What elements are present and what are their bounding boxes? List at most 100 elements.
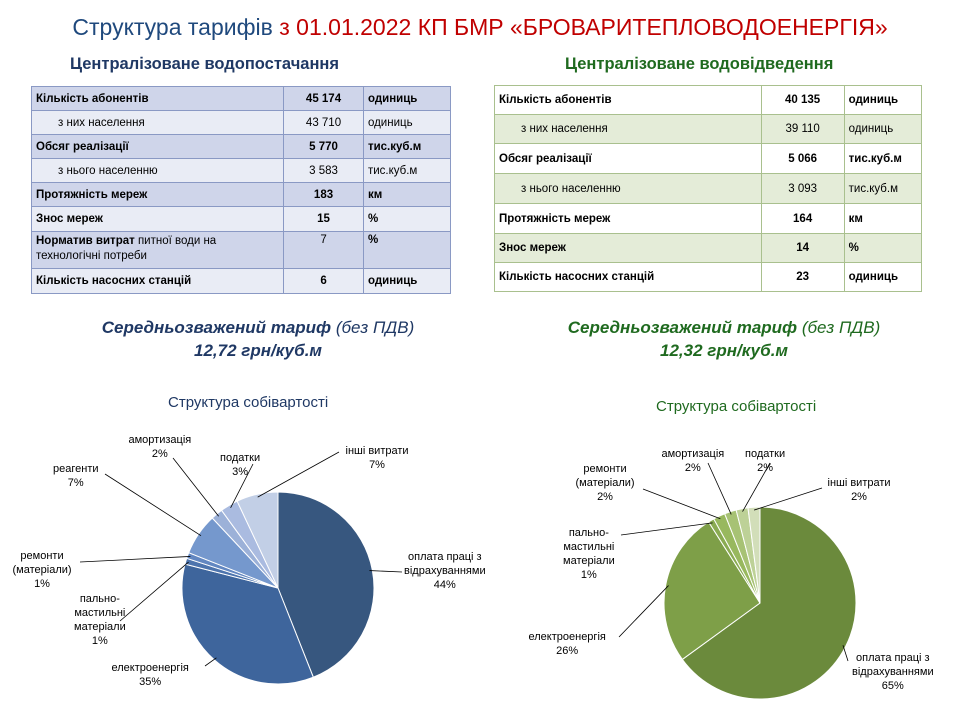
pie-label-text: реагенти <box>53 463 99 475</box>
leader-line <box>707 462 732 515</box>
pie-label-text: амортизація <box>661 448 725 460</box>
norm-label-rest: питної води на технологічні потреби <box>36 235 217 262</box>
table-cell: Кількість абонентів <box>30 86 285 111</box>
table-row: з них населення 39 110 одиниць <box>494 114 923 144</box>
table-cell: Кількість насосних станцій <box>494 262 762 292</box>
pie-label: ремонти (матеріали) 1% <box>13 549 72 591</box>
leader-line <box>204 657 217 667</box>
table-cell: одиниць <box>843 85 923 115</box>
pie-label-text: електроенергія <box>528 631 606 643</box>
table-cell: км <box>843 203 923 234</box>
table-cell: з них населення <box>30 110 285 135</box>
pie-label-percent: 1% <box>91 635 108 647</box>
table-cell: % <box>362 231 452 269</box>
table-cell: одиниць <box>843 262 923 292</box>
table-cell: одиниць <box>362 110 452 135</box>
table-row: Кількість абонентів 45 174 одиниць <box>30 86 452 111</box>
table-row: з нього населенню 3 093 тис.куб.м <box>494 173 923 204</box>
table-cell: 5 066 <box>760 143 845 174</box>
pie-label-percent: 2% <box>757 462 774 474</box>
table-cell: тис.куб.м <box>362 134 452 159</box>
pie-label-text: відрахуваннями <box>852 666 934 678</box>
water-heading: Централізоване водопостачання <box>70 55 340 73</box>
table-row: Знос мереж 14 % <box>494 233 923 263</box>
pie-label-percent: 1% <box>34 578 50 590</box>
table-row: з них населення 43 710 одиниць <box>30 110 452 135</box>
sewer-chart-title: Структура собівартості <box>656 398 817 415</box>
sewer-table: Кількість абонентів 40 135 одиниць з них… <box>494 85 923 292</box>
leader-line <box>742 462 771 512</box>
pie-label-text: матеріали <box>563 555 615 567</box>
water-table: Кількість абонентів 45 174 одиниць з них… <box>30 86 452 294</box>
pie-label: пально-мастильні матеріали 1% <box>74 592 126 648</box>
pie-label-text: мастильні <box>563 541 615 553</box>
table-cell: одиниць <box>362 86 452 111</box>
table-cell: Знос мереж <box>30 206 285 232</box>
table-row: Обсяг реалізації 5 770 тис.куб.м <box>30 134 452 159</box>
table-cell: 3 093 <box>760 173 845 204</box>
sewer-heading: Централізоване водовідведення <box>565 55 834 73</box>
pie-label-text: амортизація <box>128 434 192 446</box>
table-cell: км <box>362 182 452 207</box>
pie-label-text: інші витрати <box>827 477 891 489</box>
pie-label-percent: 35% <box>139 676 162 688</box>
pie-label: ремонти (матеріали) 2% <box>576 462 635 504</box>
pie-label-text: інші витрати <box>345 445 409 457</box>
table-row: Кількість насосних станцій 6 одиниць <box>30 268 452 294</box>
leader-line <box>642 488 721 520</box>
pie-slice <box>181 563 314 685</box>
table-cell: Протяжність мереж <box>30 182 285 207</box>
pie-label-text: матеріали <box>74 621 126 633</box>
pie-slice <box>681 506 857 700</box>
pie-label: амортизація 2% <box>662 447 725 475</box>
pie-label-text: ремонти <box>583 463 627 475</box>
table-cell: з нього населенню <box>494 173 762 204</box>
leader-line <box>842 645 849 662</box>
pie-label-text: оплата праці з <box>408 551 482 563</box>
table-row: Знос мереж 15 % <box>30 206 452 232</box>
pie-label-percent: 2% <box>151 448 168 460</box>
pie-label-percent: 2% <box>851 491 867 503</box>
pie-label-percent: 26% <box>556 645 579 657</box>
pie-label-text: мастильні <box>74 607 126 619</box>
norm-label-bold: Норматив витрат <box>36 235 135 247</box>
table-cell: 7 <box>283 231 364 269</box>
table-row: Обсяг реалізації 5 066 тис.куб.м <box>494 143 923 174</box>
leader-line <box>257 451 340 498</box>
pie-label: оплата праці з відрахуваннями 65% <box>852 651 934 693</box>
table-cell: 6 <box>283 268 364 294</box>
table-cell: 15 <box>283 206 364 232</box>
pie-label: пально-мастильні матеріали 1% <box>563 526 615 582</box>
water-tariff-line1: Середньозважений тариф (без ПДВ) <box>60 316 456 339</box>
pie-label-text: відрахуваннями <box>404 565 486 577</box>
table-cell: з нього населенню <box>30 158 285 183</box>
pie-slice <box>236 491 279 589</box>
pie-label-percent: 2% <box>684 462 701 474</box>
pie-label-percent: 1% <box>580 569 597 581</box>
table-cell: 23 <box>760 262 845 292</box>
table-cell: % <box>843 233 923 263</box>
pie-label-text: податки <box>220 452 261 464</box>
leader-line <box>754 487 823 511</box>
table-cell: одиниць <box>362 268 452 294</box>
leader-line <box>230 463 254 509</box>
pie-label: інші витрати 7% <box>346 444 409 472</box>
leader-line <box>618 585 669 638</box>
pie-label-percent: 7% <box>369 459 385 471</box>
table-cell: 5 770 <box>283 134 364 159</box>
leader-line <box>119 561 189 622</box>
leader-line <box>104 473 202 536</box>
pie-label-percent: 2% <box>597 491 613 503</box>
table-cell: Знос мереж <box>494 233 762 263</box>
pie-label-text: ремонти <box>20 550 64 562</box>
title-part2: з 01.01.2022 КП БМР «БРОВАРИТЕПЛОВОДОЕНЕ… <box>279 14 888 40</box>
pie-label-text: оплата праці з <box>856 652 930 664</box>
pie-label-percent: 7% <box>67 477 84 489</box>
table-cell: тис.куб.м <box>362 158 452 183</box>
pie-label-text: (матеріали) <box>575 477 635 489</box>
pie-label: оплата праці з відрахуваннями 44% <box>404 550 486 592</box>
pie-label: податки 2% <box>745 447 785 475</box>
table-row: Протяжність мереж 164 км <box>494 203 923 234</box>
pie-label-text: (матеріали) <box>12 564 72 576</box>
